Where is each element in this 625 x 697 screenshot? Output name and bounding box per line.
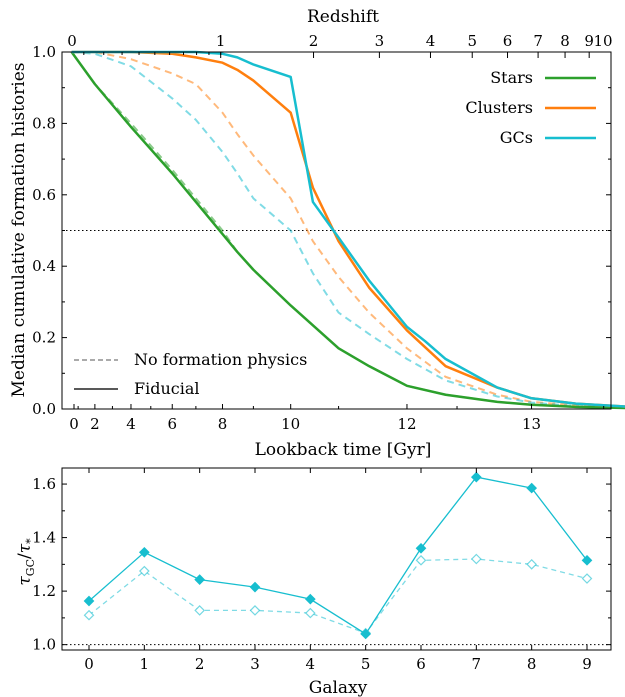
top-y-axis-label: Median cumulative formation histories (9, 62, 29, 397)
no-physics-ratio-marker (138, 565, 150, 577)
galaxy-tick-label: 1 (140, 655, 150, 673)
y-tick-label: 0.2 (32, 329, 56, 347)
ratio-y-tick-label: 1.2 (32, 582, 56, 600)
top-axis-label: Redshift (307, 7, 379, 27)
bottom-plot-frame (61, 467, 612, 651)
y-tick-label: 0.4 (32, 257, 56, 275)
y-tick-label: 1.0 (32, 43, 56, 61)
no-physics-ratio-marker (304, 607, 316, 619)
bottom-y-axis-label: τGC/τ* (15, 538, 37, 586)
galaxy-tick-label: 9 (582, 655, 592, 673)
ratio-y-tick-label: 1.4 (32, 529, 56, 547)
x-tick-label: 4 (126, 415, 136, 433)
y-tick-label: 0.0 (32, 400, 56, 418)
ratio-y-tick-label: 1.6 (32, 475, 56, 493)
no-physics-ratio-marker (581, 573, 593, 584)
fiducial-ratio-marker (194, 574, 206, 585)
fiducial-ratio-marker (304, 593, 316, 605)
fiducial-ratio-marker (470, 471, 482, 483)
redshift-tick-label: 3 (375, 32, 385, 50)
x-tick-label: 10 (281, 415, 300, 433)
x-tick-label: 13 (522, 415, 541, 433)
bottom-x-axis-label: Galaxy (309, 678, 368, 697)
galaxy-tick-label: 8 (527, 655, 537, 673)
no-physics-clusters-curve (71, 51, 625, 409)
redshift-tick-label: 9 (584, 32, 594, 50)
x-tick-label: 0 (69, 415, 79, 433)
legend-clusters-label: Clusters (465, 98, 533, 117)
no-physics-ratio-marker (526, 559, 538, 570)
x-tick-label: 8 (218, 415, 228, 433)
galaxy-tick-label: 7 (472, 655, 482, 673)
fiducial-ratio-marker (415, 542, 427, 554)
fiducial-ratio-marker (526, 482, 538, 494)
fiducial-ratio-marker (83, 595, 95, 607)
galaxy-tick-label: 2 (195, 655, 205, 673)
x-tick-label: 6 (167, 415, 177, 433)
y-tick-label: 0.6 (32, 186, 56, 204)
redshift-tick-label: 7 (533, 32, 543, 50)
no-physics-ratio-marker (415, 554, 427, 566)
fiducial-ratio-marker (581, 554, 593, 566)
tau-ratio-panel: τGC/τ* Galaxy 0 1 2 3 4 5 6 7 8 9 1.0 1.2 1.4 1.6 (15, 467, 612, 697)
no-physics-stars-curve (70, 51, 625, 409)
x-tick-label: 2 (90, 415, 100, 433)
top-x-axis-label: Lookback time [Gyr] (255, 440, 432, 460)
ratio-y-tick-label: 1.0 (32, 636, 56, 654)
cumulative-histories-panel: Redshift Median cumulative formation his… (9, 7, 625, 460)
redshift-tick-label: 6 (503, 32, 513, 50)
redshift-tick-label: 5 (467, 32, 477, 50)
legend-fiducial-label: Fiducial (134, 379, 200, 398)
redshift-tick-label: 4 (426, 32, 436, 50)
fiducial-ratio-marker (360, 628, 372, 640)
redshift-tick-label: 2 (309, 32, 319, 50)
top-plot-frame (61, 51, 612, 410)
fiducial-stars-curve (70, 51, 625, 410)
galaxy-tick-label: 6 (416, 655, 426, 673)
fiducial-ratio-marker (138, 546, 150, 558)
no-physics-ratio-marker (83, 609, 95, 621)
galaxy-tick-label: 5 (361, 655, 371, 673)
galaxy-tick-label: 4 (306, 655, 316, 673)
redshift-tick-label: 10 (593, 32, 612, 50)
redshift-tick-label: 1 (216, 32, 226, 50)
bottom-series-layer (83, 471, 593, 640)
fiducial-ratio-marker (249, 581, 261, 593)
no-physics-ratio-line (88, 558, 588, 634)
redshift-tick-label: 8 (560, 32, 570, 50)
no-physics-ratio-marker (470, 553, 482, 565)
galaxy-tick-label: 0 (84, 655, 94, 673)
bottom-ticks-layer: 0 1 2 3 4 5 6 7 8 9 1.0 1.2 1.4 1.6 (32, 468, 611, 673)
legend-gcs-label: GCs (500, 128, 533, 147)
top-ticks-layer: 0 2 4 6 8 10 12 130.00.20.40.60.81.00 1 2 3 4 5 6 7 8 9 1… (32, 32, 612, 433)
y-tick-label: 0.8 (32, 114, 56, 132)
no-physics-ratio-marker (249, 605, 261, 616)
legend-physics: No formation physics Fiducial (74, 350, 307, 398)
x-tick-label: 12 (397, 415, 416, 433)
redshift-tick-label: 0 (67, 32, 77, 50)
no-physics-ratio-marker (194, 605, 206, 616)
legend-no-physics-label: No formation physics (134, 350, 307, 369)
fiducial-ratio-line (88, 476, 588, 635)
legend-species: Stars Clusters GCs (465, 68, 596, 147)
galaxy-tick-label: 3 (250, 655, 260, 673)
no-physics-gcs-curve (71, 51, 625, 409)
legend-stars-label: Stars (490, 68, 533, 87)
